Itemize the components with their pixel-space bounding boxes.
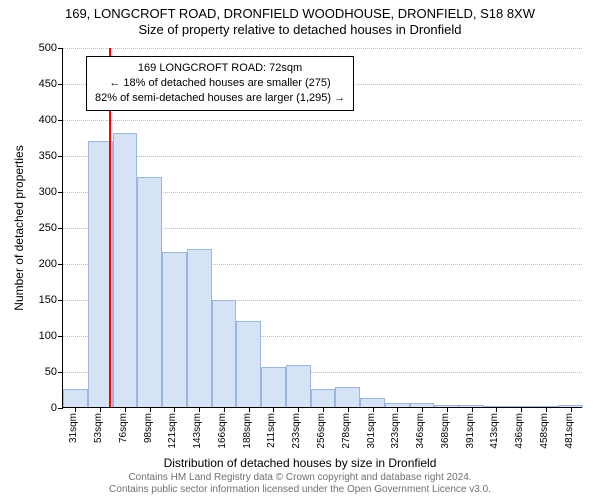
x-tick-label: 143sqm [192, 413, 203, 449]
y-tick-label: 250 [39, 222, 57, 234]
histogram-bar [162, 252, 187, 407]
x-tick-label: 278sqm [341, 413, 352, 449]
grid-line [63, 156, 582, 157]
y-tick-label: 200 [39, 258, 57, 270]
y-tick-label: 450 [39, 78, 57, 90]
x-tick-label: 413sqm [489, 413, 500, 449]
x-tick-label: 256sqm [316, 413, 327, 449]
x-tick-label: 233sqm [291, 413, 302, 449]
footnote-line-1: Contains HM Land Registry data © Crown c… [0, 472, 600, 484]
annotation-line-1: 169 LONGCROFT ROAD: 72sqm [95, 61, 345, 76]
title-line-1: 169, LONGCROFT ROAD, DRONFIELD WOODHOUSE… [0, 6, 600, 22]
y-tick-label: 100 [39, 330, 57, 342]
x-tick-label: 368sqm [440, 413, 451, 449]
y-axis-label: Number of detached properties [12, 145, 26, 310]
histogram-bar [137, 177, 162, 407]
y-tick-label: 300 [39, 186, 57, 198]
histogram-bar [236, 321, 261, 407]
footnote: Contains HM Land Registry data © Crown c… [0, 472, 600, 496]
title-line-2: Size of property relative to detached ho… [0, 22, 600, 38]
histogram-bar [360, 398, 385, 407]
x-tick-label: 166sqm [217, 413, 228, 449]
grid-line [63, 120, 582, 121]
grid-line [63, 48, 582, 49]
y-tick-label: 350 [39, 150, 57, 162]
annotation-line-2: ← 18% of detached houses are smaller (27… [95, 76, 345, 91]
x-tick-label: 436sqm [514, 413, 525, 449]
histogram-bar [63, 389, 88, 407]
x-tick-label: 346sqm [415, 413, 426, 449]
histogram-bar [335, 387, 360, 407]
annotation-box: 169 LONGCROFT ROAD: 72sqm ← 18% of detac… [86, 56, 354, 111]
x-tick-label: 391sqm [465, 413, 476, 449]
histogram-bar [261, 367, 286, 407]
annotation-line-3: 82% of semi-detached houses are larger (… [95, 91, 345, 106]
histogram-bar [187, 249, 212, 407]
y-tick-label: 0 [51, 402, 57, 414]
x-tick-label: 458sqm [539, 413, 550, 449]
x-tick-label: 98sqm [143, 413, 154, 443]
x-tick-label: 481sqm [564, 413, 575, 449]
footnote-line-2: Contains public sector information licen… [0, 484, 600, 496]
x-tick-label: 211sqm [266, 413, 277, 448]
histogram-bar [286, 365, 311, 407]
y-tick-label: 150 [39, 294, 57, 306]
x-axis-label: Distribution of detached houses by size … [0, 456, 600, 470]
y-tick-label: 50 [45, 366, 57, 378]
x-tick-label: 301sqm [366, 413, 377, 449]
y-tick-label: 400 [39, 114, 57, 126]
x-tick-label: 188sqm [242, 413, 253, 449]
x-tick-label: 31sqm [68, 413, 79, 443]
chart-area: 05010015020025030035040045050031sqm53sqm… [62, 48, 582, 408]
x-tick-label: 53sqm [93, 413, 104, 443]
histogram-bar [311, 389, 336, 407]
y-tick-label: 500 [39, 42, 57, 54]
x-tick-label: 76sqm [118, 413, 129, 443]
x-tick-label: 323sqm [390, 413, 401, 449]
histogram-bar [212, 300, 237, 407]
chart-title-block: 169, LONGCROFT ROAD, DRONFIELD WOODHOUSE… [0, 0, 600, 39]
histogram-bar [113, 133, 138, 407]
x-tick-label: 121sqm [167, 413, 178, 449]
